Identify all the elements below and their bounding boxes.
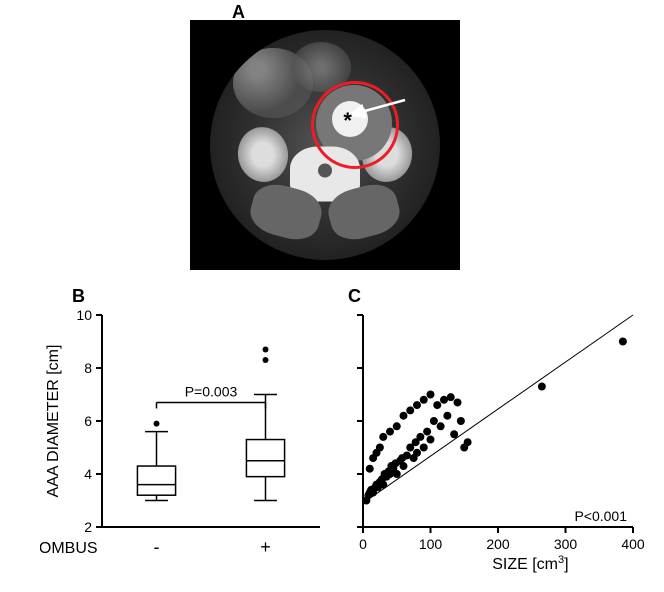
ct-field-of-view: * <box>210 30 440 260</box>
svg-text:-: - <box>154 537 160 557</box>
aneurysm-annotation-circle <box>311 81 399 169</box>
svg-text:4: 4 <box>84 466 92 482</box>
svg-text:300: 300 <box>554 536 578 552</box>
svg-text:AAA DIAMETER [cm]: AAA DIAMETER [cm] <box>45 345 62 498</box>
svg-text:+: + <box>260 537 271 557</box>
panel-c-scatter: 0 100 200 300 400 SIZE [cm3] P<0.001 <box>345 295 645 575</box>
svg-text:400: 400 <box>621 536 645 552</box>
svg-text:6: 6 <box>84 413 92 429</box>
svg-text:0: 0 <box>359 536 367 552</box>
svg-text:10: 10 <box>76 307 92 323</box>
left-kidney <box>233 123 292 186</box>
svg-text:100: 100 <box>419 536 443 552</box>
svg-text:2: 2 <box>84 519 92 535</box>
svg-text:P=0.003: P=0.003 <box>185 383 238 399</box>
svg-text:THROMBUS: THROMBUS <box>40 540 98 557</box>
svg-text:200: 200 <box>486 536 510 552</box>
boxplot-svg: 2 4 6 8 10 AAA DIAMETER [cm] - + THROMBUS P=0.003 <box>40 295 330 575</box>
panel-b-boxplot: 2 4 6 8 10 AAA DIAMETER [cm] - + THROMBUS P=0.003 <box>40 295 330 575</box>
lumen-asterisk: * <box>343 108 352 134</box>
svg-text:P<0.001: P<0.001 <box>574 508 627 524</box>
svg-text:8: 8 <box>84 360 92 376</box>
ct-image: * <box>190 20 460 270</box>
scatter-svg: 0 100 200 300 400 SIZE [cm3] P<0.001 <box>345 295 645 575</box>
svg-text:SIZE [cm3]: SIZE [cm3] <box>492 554 568 573</box>
